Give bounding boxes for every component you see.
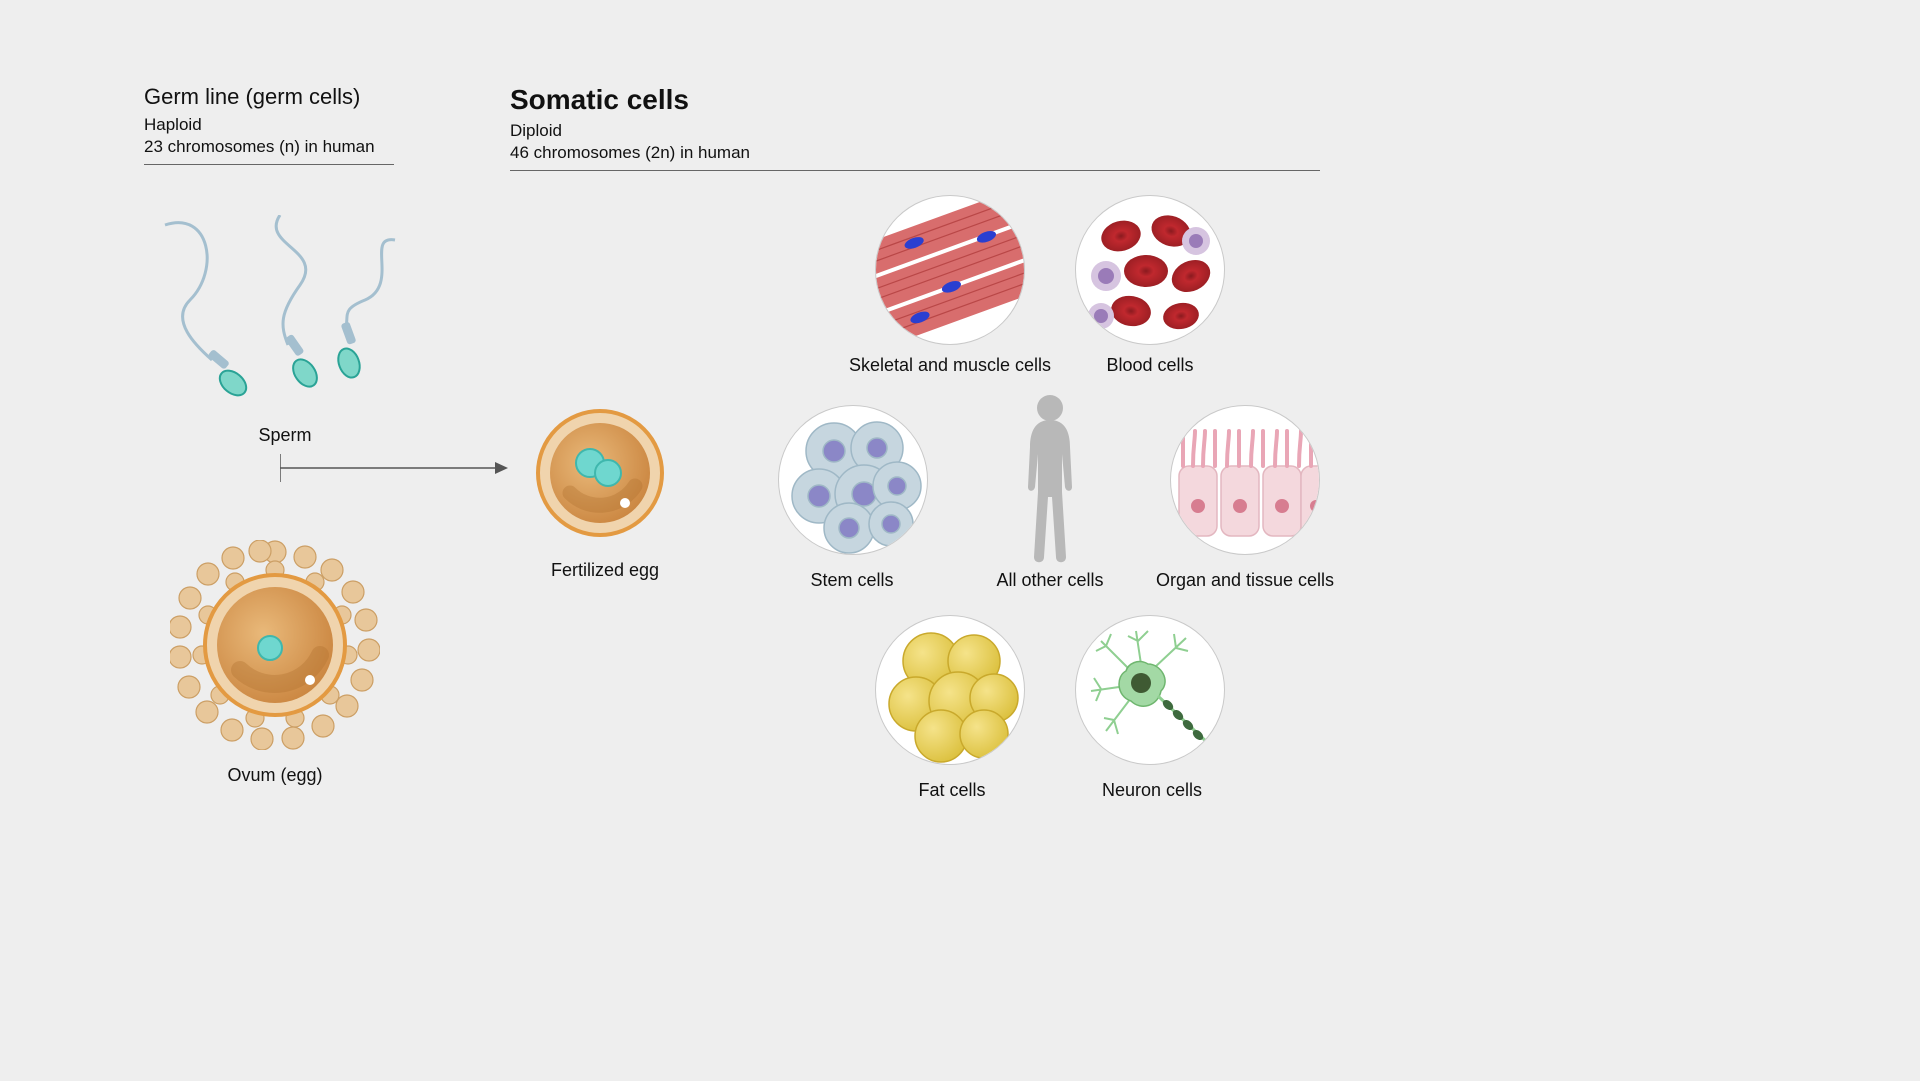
neuron-cells-icon	[1075, 615, 1225, 765]
organ-cells-icon	[1170, 405, 1320, 555]
human-silhouette-icon	[1010, 392, 1090, 567]
somatic-title: Somatic cells	[510, 84, 1320, 116]
somatic-sub2: 46 chromosomes (2n) in human	[510, 142, 1320, 164]
fertilized-egg-icon	[535, 408, 665, 538]
fertilization-arrow-icon	[280, 450, 510, 486]
stem-cells-label: Stem cells	[802, 570, 902, 591]
germ-line-header: Germ line (germ cells) Haploid 23 chromo…	[144, 84, 394, 165]
stem-cells-icon	[778, 405, 928, 555]
fat-cells-label: Fat cells	[907, 780, 997, 801]
germ-line-title: Germ line (germ cells)	[144, 84, 394, 110]
muscle-cells-icon	[875, 195, 1025, 345]
germ-line-sub2: 23 chromosomes (n) in human	[144, 136, 394, 158]
neuron-cells-label: Neuron cells	[1092, 780, 1212, 801]
germ-line-sub1: Haploid	[144, 114, 394, 136]
human-label: All other cells	[985, 570, 1115, 591]
somatic-sub1: Diploid	[510, 120, 1320, 142]
sperm-icon	[150, 215, 410, 415]
ovum-icon	[170, 540, 380, 750]
fat-cells-icon	[875, 615, 1025, 765]
blood-cells-icon	[1075, 195, 1225, 345]
fertilized-egg-label: Fertilized egg	[540, 560, 670, 581]
sperm-label: Sperm	[230, 425, 340, 446]
ovum-label: Ovum (egg)	[210, 765, 340, 786]
somatic-header: Somatic cells Diploid 46 chromosomes (2n…	[510, 84, 1320, 171]
muscle-cells-label: Skeletal and muscle cells	[835, 355, 1065, 376]
blood-cells-label: Blood cells	[1095, 355, 1205, 376]
organ-cells-label: Organ and tissue cells	[1145, 570, 1345, 591]
